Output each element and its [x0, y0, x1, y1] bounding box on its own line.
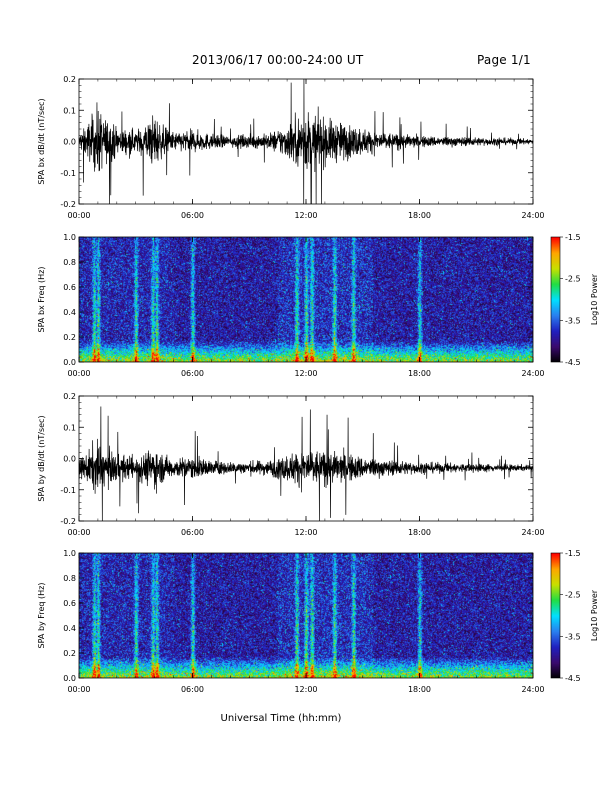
panel-0-xtick-label: 18:00 — [408, 211, 431, 220]
panel-1-ytick-label: 0.0 — [63, 358, 76, 367]
panel-3-colorbar-label: Log10 Power — [590, 589, 599, 641]
panel-1-ytick-label: 1.0 — [63, 233, 76, 242]
panel-2-ytick-label: 0.1 — [63, 423, 76, 432]
panel-3-ytick-label: 0.6 — [63, 599, 76, 608]
panel-0-ylabel: SPA bx dB/dt (nT/sec) — [37, 98, 46, 184]
bx-spectrogram-heatmap — [79, 237, 533, 362]
panel-0-trace-line — [78, 78, 534, 205]
panel-2-xtick-label: 24:00 — [521, 528, 544, 537]
panel-2-xtick-label: 06:00 — [181, 528, 204, 537]
panel-1-xtick-label: 24:00 — [521, 369, 544, 378]
panel-2-ytick-label: 0.2 — [63, 392, 76, 401]
x-axis-title: Universal Time (hh:mm) — [221, 713, 342, 724]
by-colorbar-gradient — [551, 553, 560, 678]
panel-1-colorbar-tick-label: -3.5 — [565, 316, 581, 325]
panel-2-frame — [78, 395, 534, 522]
panel-3-frame — [78, 552, 534, 679]
panel-3-ytick-label: 0.4 — [63, 624, 76, 633]
panel-0-xtick-label: 24:00 — [521, 211, 544, 220]
panel-0-ytick-label: -0.1 — [60, 169, 76, 178]
panel-1-xtick-label: 06:00 — [181, 369, 204, 378]
panel-3-colorbar-tick-label: -4.5 — [565, 674, 581, 683]
panel-0-ytick-label: -0.2 — [60, 200, 76, 209]
panel-3-xtick-label: 12:00 — [294, 685, 317, 694]
panel-3-xtick-label: 00:00 — [67, 685, 90, 694]
panel-1-xtick-label: 12:00 — [294, 369, 317, 378]
panel-1-ytick-label: 0.4 — [63, 308, 76, 317]
report-title: 2013/06/17 00:00-24:00 UT — [192, 53, 364, 67]
panel-0-ytick-label: 0.2 — [63, 75, 76, 84]
panel-2-xtick-label: 18:00 — [408, 528, 431, 537]
panel-3-xtick-label: 18:00 — [408, 685, 431, 694]
panel-1-colorbar-label: Log10 Power — [590, 273, 599, 325]
panel-1-colorbar-tick-label: -1.5 — [565, 233, 581, 242]
panel-3-colorbar-tick-label: -2.5 — [565, 591, 581, 600]
page-indicator: Page 1/1 — [477, 53, 531, 67]
panel-2-ytick-label: -0.2 — [60, 517, 76, 526]
panel-0-xtick-label: 00:00 — [67, 211, 90, 220]
panel-2-ylabel: SPA by dB/dt (nT/sec) — [37, 415, 46, 501]
panel-1-xtick-label: 18:00 — [408, 369, 431, 378]
panel-2-trace-line — [78, 406, 534, 522]
panel-3-colorbar-tick-label: -1.5 — [565, 549, 581, 558]
panel-2-ytick-label: 0.0 — [63, 455, 76, 464]
panel-0-xtick-label: 06:00 — [181, 211, 204, 220]
panel-1-colorbar-tick-label: -2.5 — [565, 275, 581, 284]
panel-1-xtick-label: 00:00 — [67, 369, 90, 378]
panel-2-xtick-label: 12:00 — [294, 528, 317, 537]
panel-3-ytick-label: 0.8 — [63, 574, 76, 583]
panel-2-xtick-label: 00:00 — [67, 528, 90, 537]
bx-colorbar-gradient — [551, 237, 560, 362]
panel-0-ytick-label: 0.1 — [63, 106, 76, 115]
panel-3-xtick-label: 06:00 — [181, 685, 204, 694]
panel-3-ylabel: SPA by Freq (Hz) — [37, 583, 46, 649]
panel-0-ytick-label: 0.0 — [63, 138, 76, 147]
by-spectrogram-heatmap — [79, 553, 533, 678]
panel-3-colorbar-tick-label: -3.5 — [565, 632, 581, 641]
panel-1-ytick-label: 0.8 — [63, 258, 76, 267]
panel-1-ytick-label: 0.2 — [63, 333, 76, 342]
panel-3-ytick-label: 0.2 — [63, 649, 76, 658]
panel-1-colorbar-frame — [550, 236, 561, 363]
panel-1-ylabel: SPA bx Freq (Hz) — [37, 267, 46, 333]
panel-1-colorbar-tick-label: -4.5 — [565, 358, 581, 367]
panel-3-colorbar-frame — [550, 552, 561, 679]
panel-0-xtick-label: 12:00 — [294, 211, 317, 220]
panel-3-ytick-label: 0.0 — [63, 674, 76, 683]
panel-3-ytick-label: 1.0 — [63, 549, 76, 558]
panel-1-ytick-label: 0.6 — [63, 283, 76, 292]
panel-3-xtick-label: 24:00 — [521, 685, 544, 694]
panel-1-frame — [78, 236, 534, 363]
panel-2-ytick-label: -0.1 — [60, 486, 76, 495]
